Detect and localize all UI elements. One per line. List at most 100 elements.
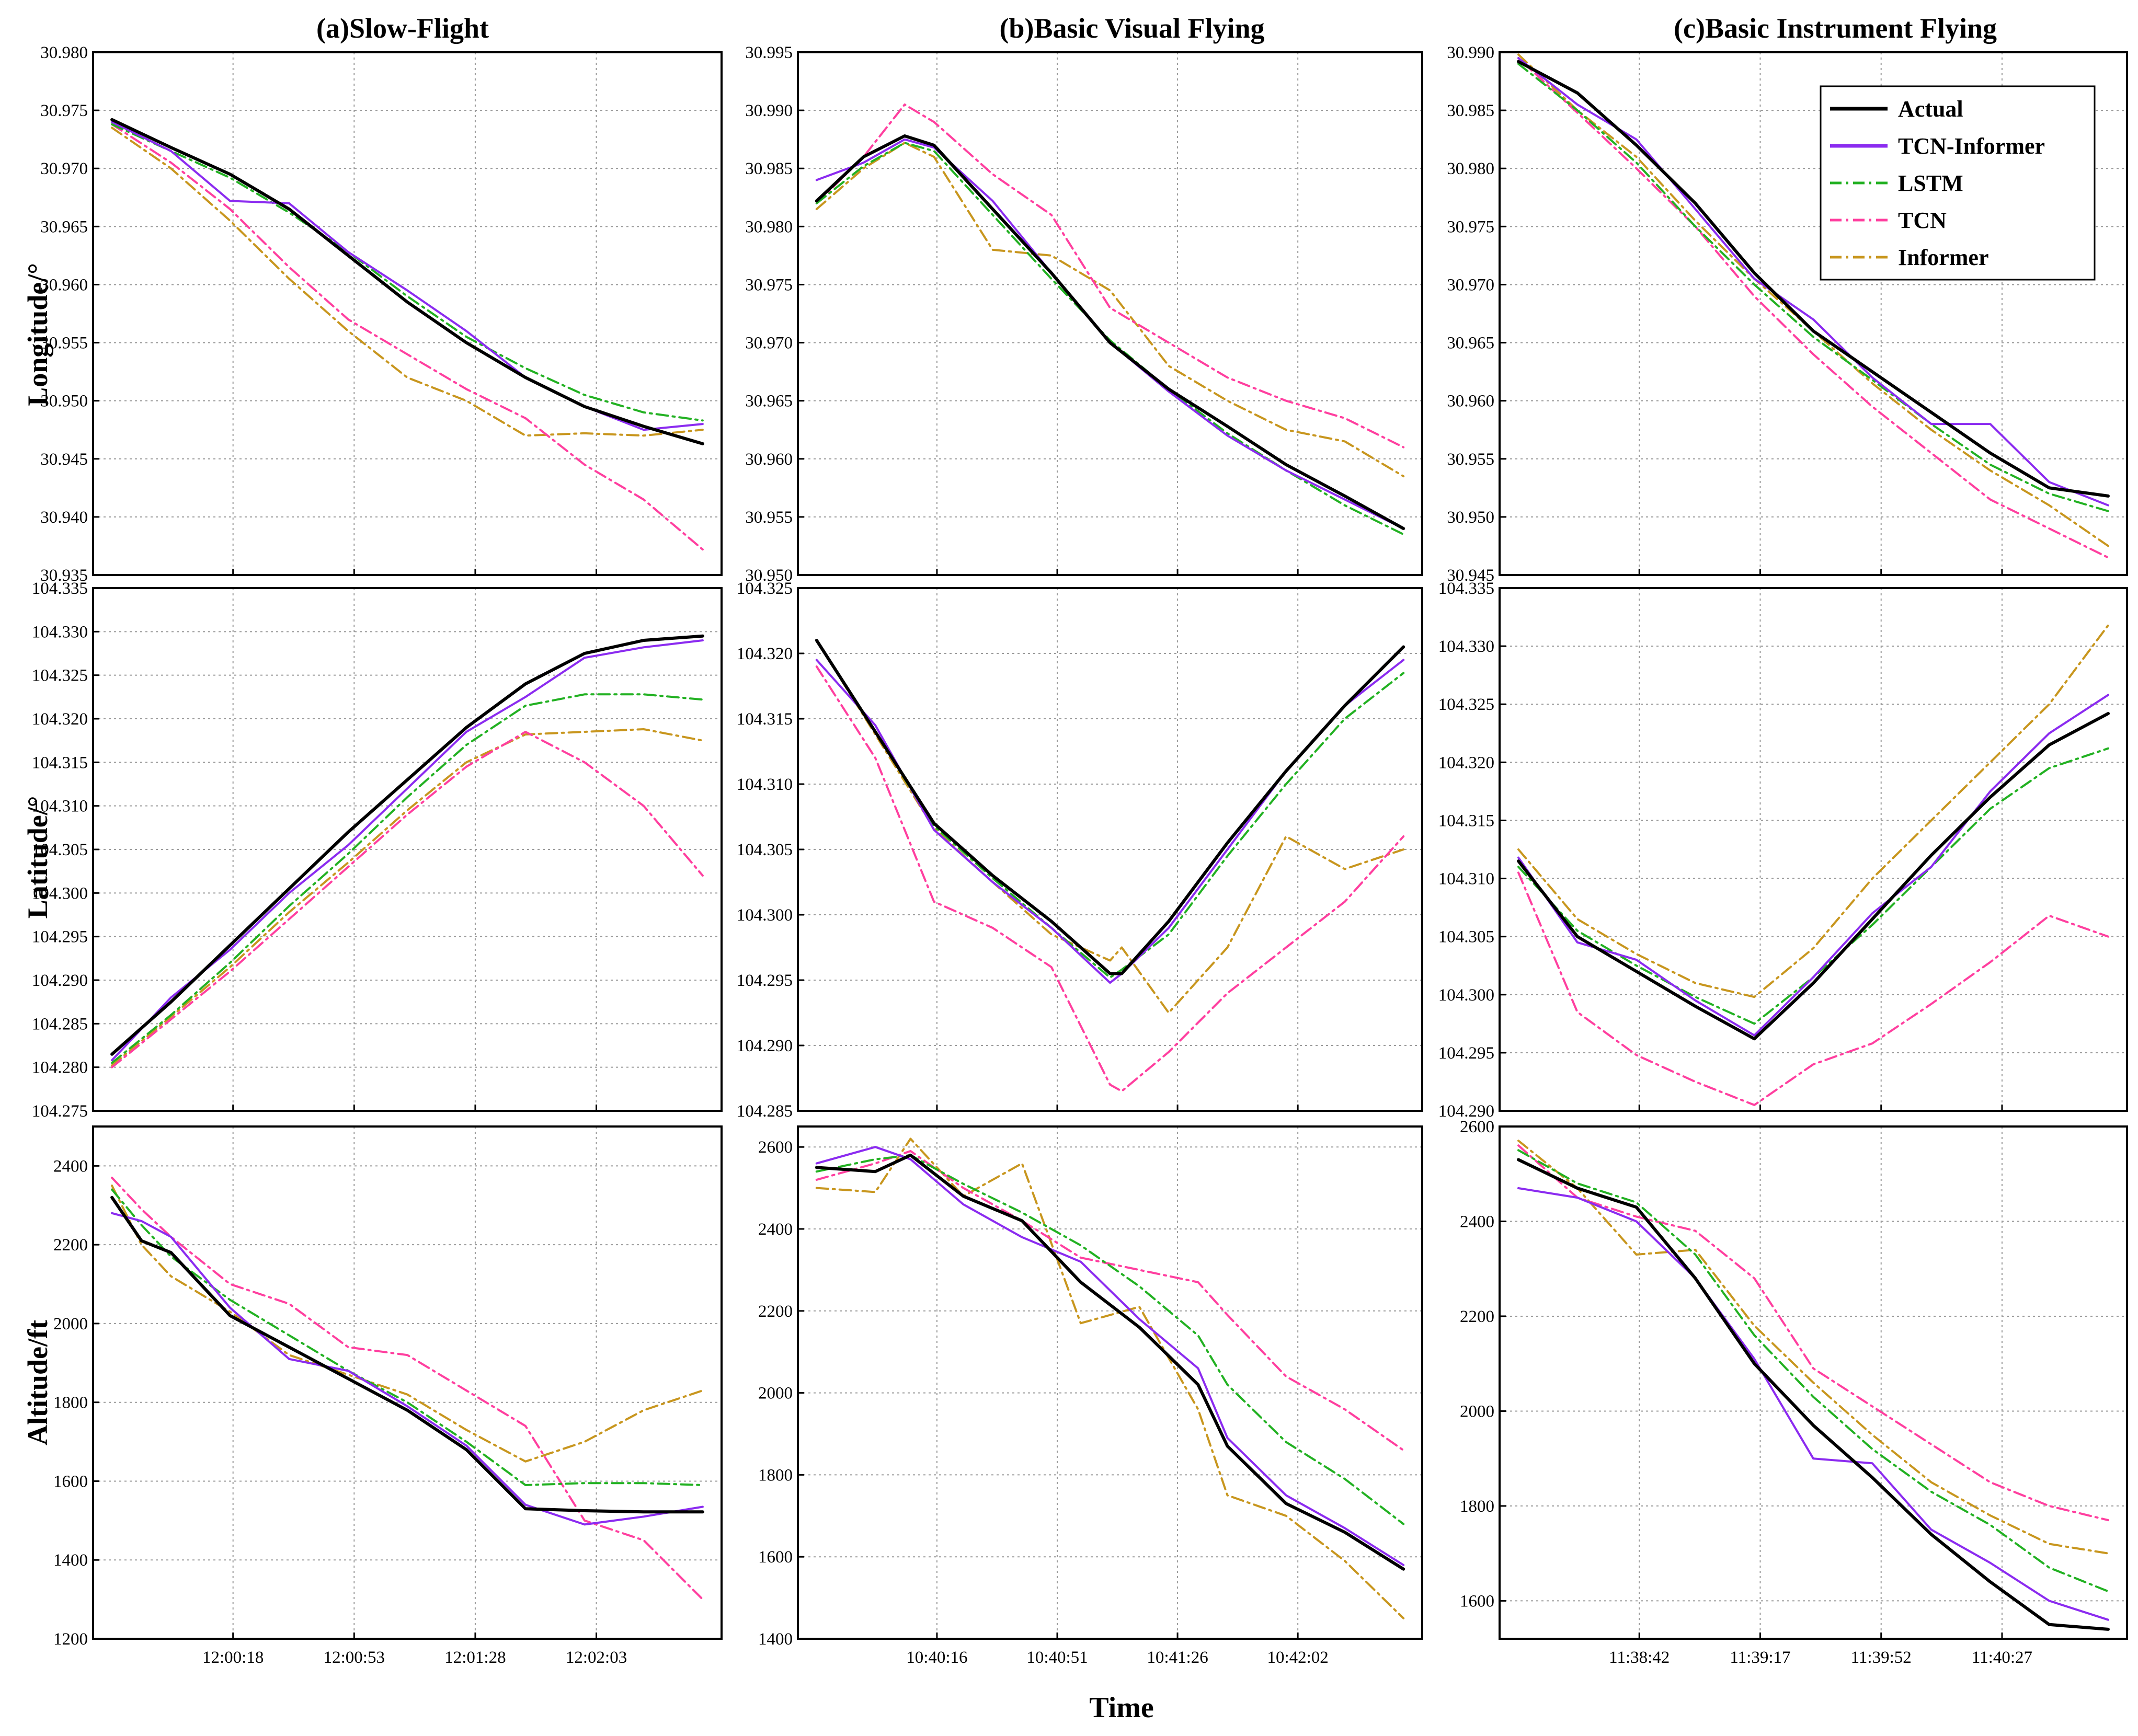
series-line-actual	[815, 1153, 1405, 1571]
y-tick-label: 30.955	[40, 334, 88, 353]
x-tick-label: 11:38:42	[1609, 1648, 1670, 1667]
series-line-informer	[815, 1137, 1405, 1619]
x-tick-label: 10:41:26	[1147, 1648, 1208, 1667]
series-line-tcn	[111, 731, 704, 1068]
y-tick-label: 1800	[1460, 1497, 1494, 1516]
series-line-lstm	[111, 693, 704, 1064]
panel-a-altitude: 1200 1400 1600 1800 2000 2200 2400 12:00:18 12:0…	[53, 1125, 723, 1667]
plot-area	[798, 52, 1422, 575]
series-line-tcn-informer	[111, 1212, 704, 1526]
legend-label-informer: Informer	[1898, 245, 1989, 270]
y-tick-label: 104.295	[32, 928, 88, 947]
plot-area	[93, 52, 722, 575]
x-tick-label: 11:39:52	[1851, 1648, 1912, 1667]
y-tick-label: 104.315	[32, 753, 88, 772]
plot-frame	[797, 51, 1423, 576]
x-tick-label: 10:40:51	[1026, 1648, 1088, 1667]
series-line-lstm	[815, 1154, 1405, 1525]
y-tick-label: 104.295	[1438, 1044, 1494, 1063]
y-tick-label: 2000	[758, 1384, 793, 1403]
plot-frame	[92, 1125, 723, 1640]
y-tick-label: 104.305	[1438, 928, 1494, 947]
y-tick-label: 2400	[53, 1157, 88, 1176]
y-tick-label: 30.950	[1447, 508, 1494, 527]
x-tick-label: 10:40:16	[906, 1648, 967, 1667]
y-tick-label: 30.970	[745, 334, 793, 353]
row-label-latitude: Latitude/°	[22, 796, 53, 919]
y-tick-label: 30.995	[745, 43, 793, 62]
series-line-tcn	[1517, 57, 2109, 559]
series-line-informer	[1517, 53, 2109, 547]
panel-b-altitude: 1400 1600 1800 2000 2200 2400 2600 10:40:16 10:4…	[758, 1125, 1423, 1667]
series-line-actual	[815, 639, 1405, 975]
y-tick-label: 30.955	[745, 508, 793, 527]
plot-frame	[797, 1125, 1423, 1640]
y-tick-label: 30.945	[1447, 566, 1494, 585]
plot-frame	[1499, 1125, 2128, 1640]
panel-c-altitude: 1600 1800 2000 2200 2400 2600 11:38:42 11:39:17…	[1460, 1118, 2128, 1667]
y-tick-label: 30.975	[1447, 217, 1494, 236]
y-tick-label: 30.965	[1447, 334, 1494, 353]
y-tick-label: 30.985	[745, 159, 793, 178]
y-tick-label: 30.970	[1447, 275, 1494, 294]
y-tick-label: 104.290	[32, 971, 88, 990]
x-tick-label: 11:40:27	[1972, 1648, 2032, 1667]
y-tick-label: 104.305	[737, 841, 793, 859]
series-line-actual	[1517, 1158, 2110, 1631]
y-tick-label: 30.960	[745, 450, 793, 469]
y-tick-label: 1200	[53, 1630, 88, 1649]
y-tick-label: 104.320	[1438, 753, 1494, 772]
series-line-tcn-informer	[1517, 1187, 2109, 1621]
plot-area	[798, 588, 1422, 1111]
y-tick-label: 104.315	[1438, 811, 1494, 830]
legend-label-lstm: LSTM	[1898, 170, 1963, 196]
y-tick-label: 104.305	[32, 841, 88, 859]
y-tick-label: 30.980	[40, 43, 88, 62]
y-tick-label: 30.965	[40, 217, 88, 236]
legend-box	[1820, 85, 2096, 281]
panel-b-latitude: 104.285 104.290 104.295 104.300 104.305 104.3…	[737, 579, 1423, 1121]
y-tick-label: 30.935	[40, 566, 88, 585]
y-tick-label: 30.955	[1447, 450, 1494, 469]
row-label-longitude: Longitude/°	[22, 263, 53, 406]
y-tick-label: 104.290	[737, 1037, 793, 1055]
x-tick-label: 11:39:17	[1730, 1648, 1790, 1667]
y-tick-label: 30.990	[1447, 43, 1494, 62]
plot-frame	[92, 51, 723, 576]
y-tick-label: 30.975	[745, 275, 793, 294]
series-line-actual	[110, 634, 704, 1056]
series-line-informer	[1517, 1140, 2109, 1555]
y-tick-label: 104.300	[737, 906, 793, 925]
y-tick-label: 30.960	[1447, 392, 1494, 411]
y-tick-label: 2600	[758, 1138, 793, 1157]
series-line-tcn	[111, 123, 704, 551]
y-tick-label: 2200	[1460, 1307, 1494, 1326]
y-tick-label: 30.985	[1447, 101, 1494, 120]
series-line-lstm	[111, 123, 704, 422]
x-tick-label: 12:01:28	[444, 1648, 506, 1667]
y-tick-label: 104.310	[1438, 870, 1494, 889]
y-tick-label: 104.295	[737, 971, 793, 990]
y-tick-label: 104.280	[32, 1059, 88, 1077]
y-tick-label: 2400	[758, 1220, 793, 1239]
series-line-actual	[1517, 712, 2110, 1041]
y-tick-label: 104.310	[32, 797, 88, 816]
column-title-c: (c)Basic Instrument Flying	[1674, 13, 1997, 44]
y-tick-label: 104.330	[1438, 637, 1494, 656]
y-tick-label: 1600	[758, 1548, 793, 1567]
y-tick-label: 1800	[758, 1466, 793, 1485]
y-tick-label: 30.970	[40, 159, 88, 178]
y-tick-label: 104.320	[737, 645, 793, 663]
series-line-informer	[111, 728, 704, 1067]
panel-c-latitude: 104.290 104.295 104.300 104.305 104.310 104.3…	[1438, 579, 2128, 1121]
y-tick-label: 30.950	[40, 392, 88, 411]
series-line-actual	[110, 1195, 704, 1514]
y-tick-label: 104.335	[32, 579, 88, 598]
plot-area	[1500, 588, 2127, 1111]
y-tick-label: 30.990	[745, 101, 793, 120]
y-tick-label: 1600	[53, 1472, 88, 1491]
y-tick-label: 104.330	[32, 623, 88, 641]
series-line-informer	[1517, 624, 2109, 998]
y-tick-label: 30.965	[745, 392, 793, 411]
